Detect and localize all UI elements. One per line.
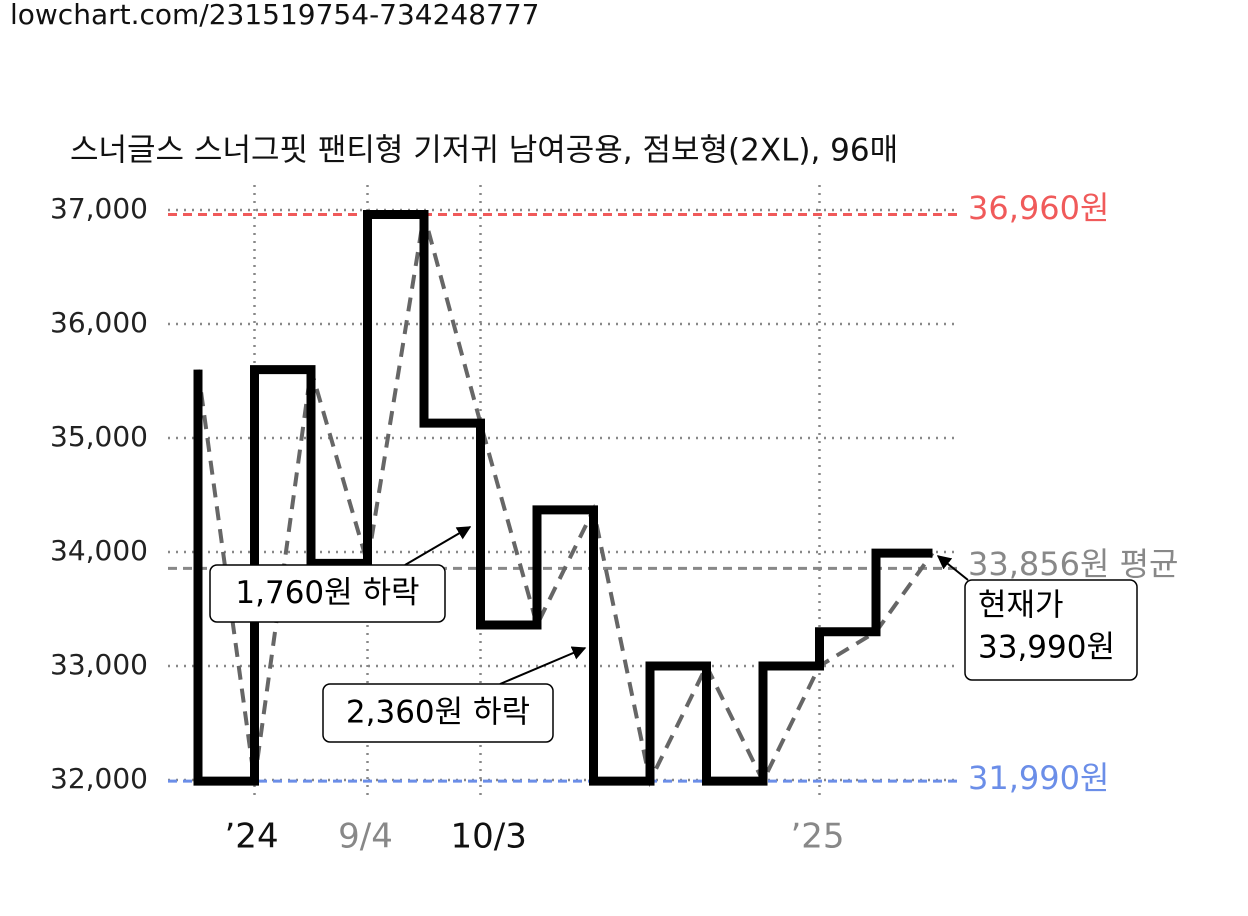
current-arrow xyxy=(936,555,969,581)
y-tick-label: 32,000 xyxy=(50,762,148,795)
x-tick-label: ’24 xyxy=(225,817,279,857)
annotation-arrow xyxy=(499,646,587,685)
y-tick-label: 33,000 xyxy=(50,648,148,681)
current-label: 현재가 xyxy=(978,588,1064,624)
x-tick-label: 10/3 xyxy=(451,817,527,857)
page-url: lowchart.com/231519754-734248777 xyxy=(10,0,540,31)
chart-title: 스너글스 스너그핏 팬티형 기저귀 남여공용, 점보형(2XL), 96매 xyxy=(70,133,898,169)
y-tick-label: 36,000 xyxy=(50,306,148,339)
current-box xyxy=(964,579,1138,681)
annotation-text: 1,760원 하락 xyxy=(235,575,419,611)
reference-label: 31,990원 xyxy=(968,759,1109,797)
x-tick-label: 9/4 xyxy=(338,817,393,857)
y-tick-label: 35,000 xyxy=(50,420,148,453)
price-line xyxy=(193,210,933,786)
annotation-box xyxy=(209,564,446,623)
current-label: 33,990원 xyxy=(978,630,1115,666)
x-tick-label: ’25 xyxy=(790,817,844,857)
reference-label: 36,960원 xyxy=(968,189,1109,227)
y-tick-label: 37,000 xyxy=(50,192,148,225)
annotation-text: 2,360원 하락 xyxy=(346,695,530,731)
trend-line xyxy=(196,214,935,788)
annotation-arrow xyxy=(404,526,472,566)
y-tick-label: 34,000 xyxy=(50,534,148,567)
reference-label: 33,856원 평균 xyxy=(968,545,1178,583)
annotation-box xyxy=(322,683,554,743)
